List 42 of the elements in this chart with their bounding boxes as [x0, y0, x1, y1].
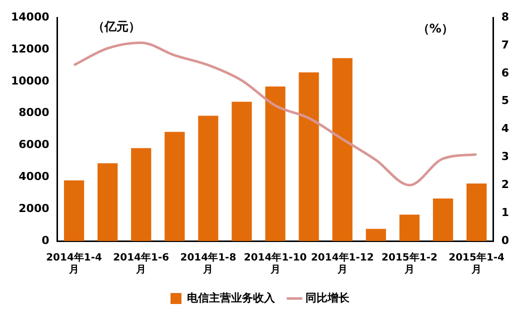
bar	[366, 228, 386, 241]
y2-tick-label: 2	[501, 178, 509, 192]
y-tick-label: 12000	[10, 42, 50, 56]
bar	[164, 132, 185, 241]
y2-tick-label: 5	[501, 94, 509, 108]
y2-tick-label: 7	[501, 38, 509, 52]
legend-label: 同比增长	[306, 291, 350, 304]
bar	[432, 198, 454, 241]
bar	[98, 163, 118, 241]
x-tick-label: 2014年1-6月	[113, 252, 170, 276]
x-tick-label: 2014年1-10月	[244, 252, 307, 276]
y-tick-label: 14000	[10, 10, 50, 24]
y-tick-label: 10000	[10, 74, 50, 88]
bar	[332, 58, 352, 241]
x-tick-label: 2015年1-2月	[382, 252, 438, 276]
y2-tick-label: 3	[501, 150, 509, 164]
x-tick-label: 2015年1-4月	[448, 252, 505, 276]
bar	[466, 184, 487, 241]
bar	[399, 214, 420, 241]
y2-tick-label: 4	[501, 122, 510, 136]
line-series	[72, 41, 478, 186]
bar	[298, 72, 319, 241]
y2-tick-label: 6	[501, 66, 510, 80]
x-tick-label: 2014年1-4月	[46, 252, 102, 276]
y2-axis-title: （%）	[417, 22, 454, 36]
y-tick-label: 0	[42, 234, 50, 247]
bar	[198, 116, 218, 241]
y-tick-label: 2000	[18, 202, 50, 215]
x-tick-label: 2014年1-8月	[180, 252, 236, 276]
y2-tick-label: 1	[501, 206, 509, 219]
bar	[131, 148, 152, 241]
y-axis-title: （亿元）	[92, 20, 140, 34]
y-tick-label: 8000	[18, 106, 50, 120]
x-tick-label: 2014年1-12月	[310, 252, 374, 276]
y-tick-label: 6000	[18, 138, 50, 152]
y2-tick-label: 8	[501, 10, 509, 24]
legend-label: 电信主营业务收入	[187, 291, 276, 304]
y-tick-label: 4000	[18, 170, 50, 184]
bar	[232, 102, 252, 241]
bar	[64, 180, 84, 241]
y2-tick-label: 0	[501, 234, 510, 247]
bar	[265, 86, 286, 241]
